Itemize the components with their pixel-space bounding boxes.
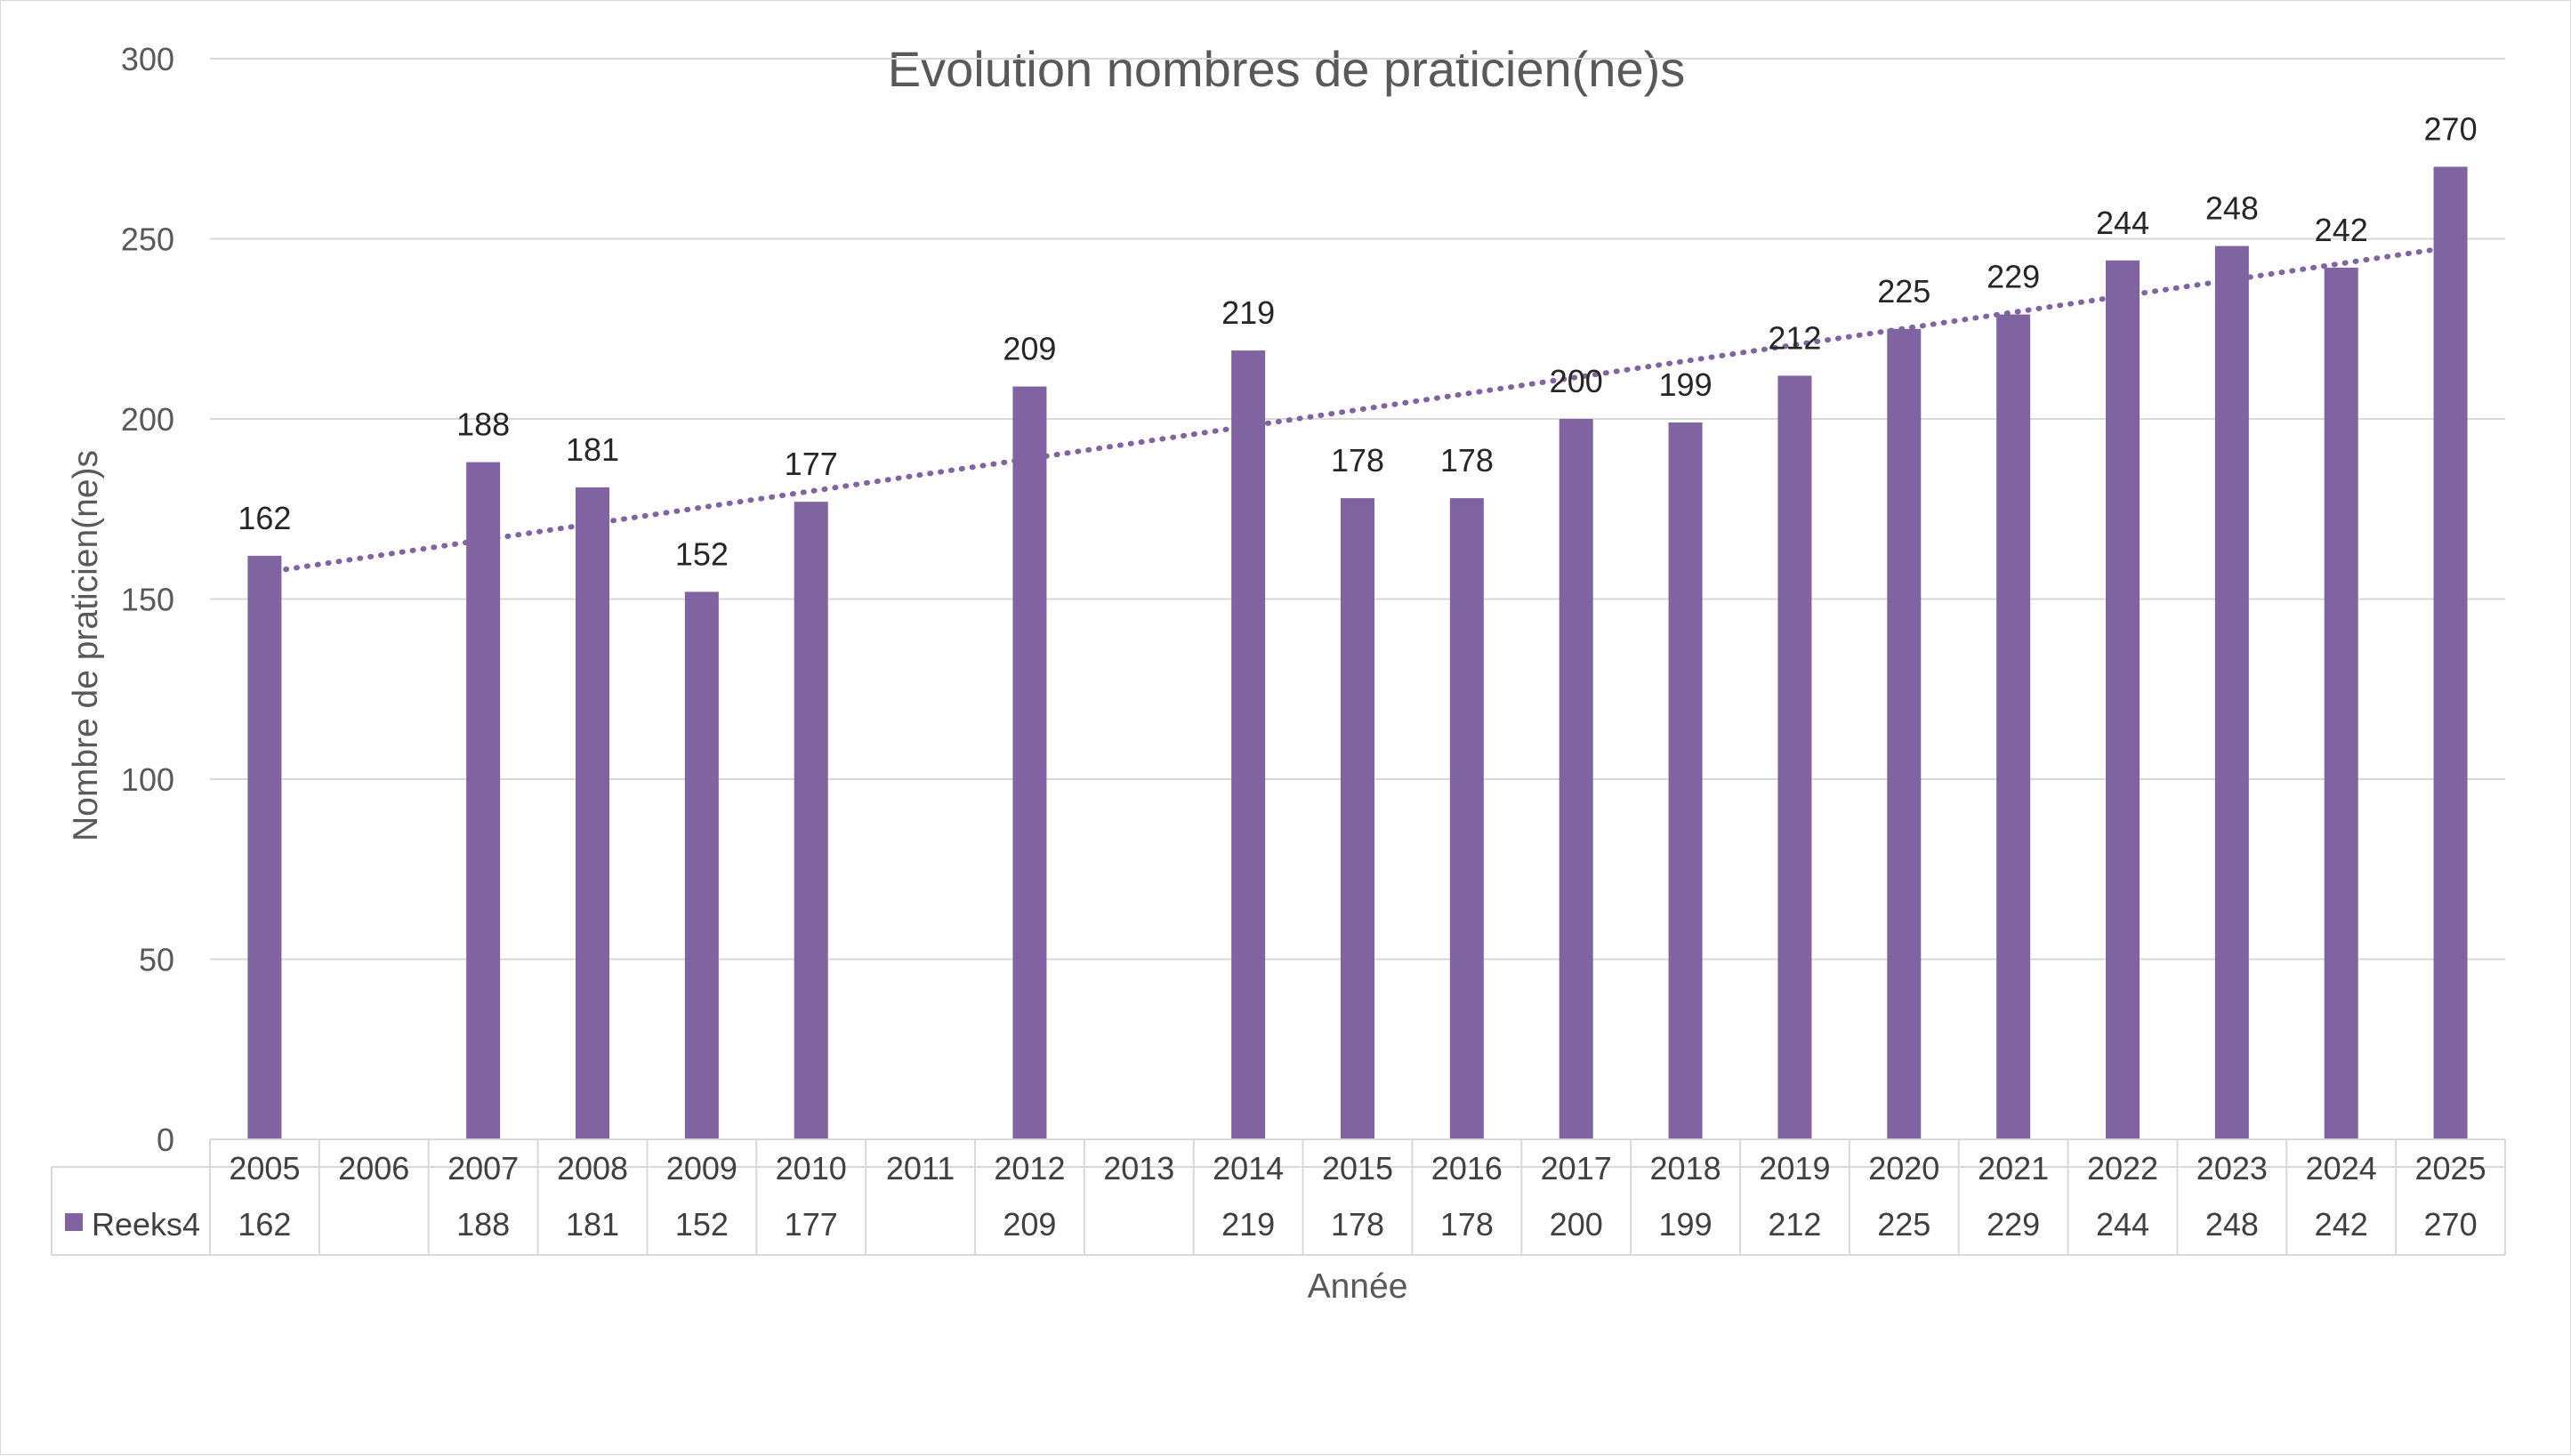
data-label: 178 (1331, 442, 1384, 479)
table-value: 177 (785, 1206, 838, 1243)
table-value: 178 (1440, 1206, 1494, 1243)
data-label: 225 (1877, 273, 1930, 310)
x-tick-label: 2023 (2196, 1150, 2268, 1187)
x-tick-label: 2021 (1978, 1150, 2049, 1187)
bars (247, 166, 2468, 1140)
bar (1231, 350, 1266, 1139)
bar (1012, 386, 1047, 1139)
table-value: 181 (566, 1206, 619, 1243)
legend-swatch (65, 1213, 83, 1231)
x-tick-label: 2015 (1322, 1150, 1393, 1187)
x-tick-label: 2008 (557, 1150, 628, 1187)
data-label: 242 (2315, 212, 2368, 248)
x-tick-label: 2009 (666, 1150, 737, 1187)
data-label: 244 (2096, 205, 2149, 241)
data-label: 162 (238, 500, 291, 536)
x-tick-label: 2016 (1431, 1150, 1503, 1187)
table-value: 200 (1550, 1206, 1603, 1243)
table-value: 188 (456, 1206, 510, 1243)
data-table: 2005 162 2006 2007 188 2008 181 2009 152 2010 177 2… (51, 1138, 2506, 1256)
bar (684, 591, 719, 1139)
chart-title: Evolution nombres de praticien(ne)s (888, 41, 1685, 97)
x-tick-label: 2018 (1650, 1150, 1721, 1187)
x-tick-label: 2020 (1868, 1150, 1939, 1187)
bar (1559, 419, 1593, 1139)
y-tick-label: 100 (121, 761, 174, 798)
y-tick-label: 50 (139, 942, 174, 978)
table-value: 178 (1331, 1206, 1384, 1243)
bar (1777, 375, 1812, 1139)
bar (466, 462, 501, 1139)
bar (2433, 166, 2468, 1139)
data-label: 212 (1768, 319, 1821, 356)
bar (2106, 260, 2140, 1139)
bar (1996, 314, 2031, 1139)
data-label: 199 (1659, 366, 1713, 403)
y-tick-label: 0 (157, 1122, 174, 1158)
data-label: 209 (1003, 331, 1056, 367)
x-tick-label: 2017 (1541, 1150, 1612, 1187)
y-axis-title: Nombre de praticien(ne)s (67, 450, 105, 841)
x-tick-label: 2022 (2087, 1150, 2158, 1187)
table-value: 248 (2205, 1206, 2259, 1243)
bar (2214, 245, 2249, 1140)
data-label: 219 (1221, 294, 1275, 331)
table-value: 225 (1877, 1206, 1930, 1243)
bar (794, 502, 828, 1139)
x-tick-label: 2007 (447, 1150, 519, 1187)
x-tick-label: 2011 (886, 1150, 955, 1187)
table-value: 244 (2096, 1206, 2149, 1243)
x-tick-label: 2024 (2306, 1150, 2377, 1187)
bar (1668, 422, 1703, 1139)
x-tick-label: 2013 (1103, 1150, 1174, 1187)
x-tick-label: 2010 (776, 1150, 847, 1187)
x-tick-label: 2005 (229, 1150, 300, 1187)
data-label: 270 (2424, 111, 2478, 148)
data-label: 181 (566, 431, 619, 468)
x-tick-label: 2019 (1759, 1150, 1830, 1187)
data-label: 177 (785, 446, 838, 482)
x-axis-title: Année (1308, 1267, 1408, 1306)
table-value: 152 (675, 1206, 729, 1243)
legend-label: Reeks4 (92, 1206, 200, 1243)
y-tick-label: 200 (121, 401, 174, 438)
table-value: 162 (238, 1206, 291, 1243)
table-value: 242 (2315, 1206, 2368, 1243)
table-value: 209 (1003, 1206, 1056, 1243)
y-tick-label: 150 (121, 582, 174, 618)
bar (576, 487, 609, 1139)
table-value: 270 (2424, 1206, 2478, 1243)
table-value: 212 (1768, 1206, 1821, 1243)
x-tick-label: 2006 (338, 1150, 409, 1187)
bar (247, 555, 282, 1139)
data-label: 200 (1550, 363, 1603, 399)
table-value: 199 (1659, 1206, 1713, 1243)
x-tick-label: 2025 (2415, 1150, 2486, 1187)
bar (1887, 328, 1922, 1139)
y-tick-label: 300 (121, 41, 174, 77)
x-tick-label: 2014 (1213, 1150, 1284, 1187)
bar (2324, 267, 2358, 1139)
data-labels: 162 188 181 152 177 209 219 178 178 200 199 212 225 2… (238, 111, 2477, 573)
bar (1449, 498, 1484, 1139)
table-value: 219 (1221, 1206, 1275, 1243)
data-label: 178 (1440, 442, 1494, 479)
bar (1341, 498, 1374, 1139)
data-label: 152 (675, 535, 729, 572)
data-label: 229 (1987, 259, 2040, 295)
data-label: 188 (456, 406, 510, 443)
y-tick-label: 250 (121, 221, 174, 258)
table-value: 229 (1987, 1206, 2040, 1243)
x-tick-label: 2012 (994, 1150, 1065, 1187)
data-label: 248 (2205, 190, 2259, 227)
